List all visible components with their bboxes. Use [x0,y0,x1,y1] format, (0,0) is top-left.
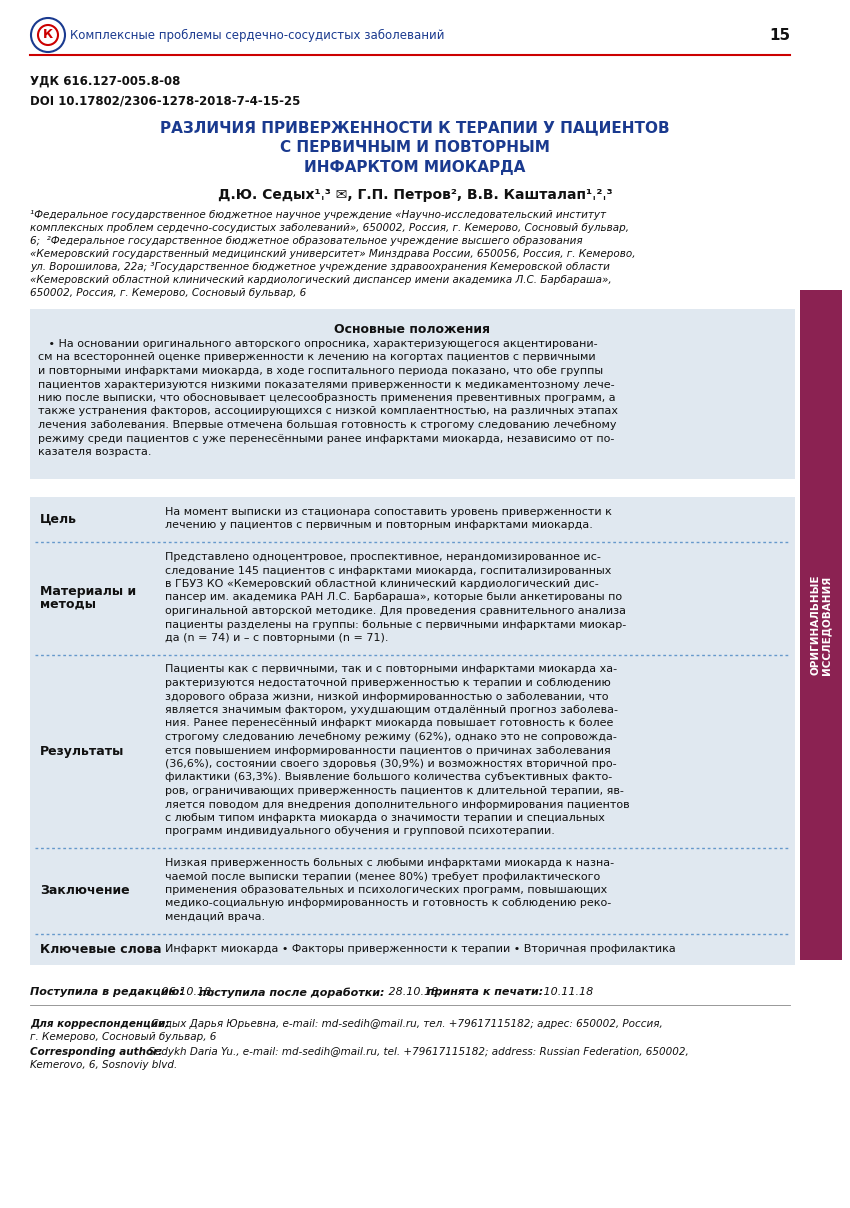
Text: С ПЕРВИЧНЫМ И ПОВТОРНЫМ: С ПЕРВИЧНЫМ И ПОВТОРНЫМ [280,140,550,155]
Text: следование 145 пациентов с инфарктами миокарда, госпитализированных: следование 145 пациентов с инфарктами ми… [165,565,611,575]
Text: Заключение: Заключение [40,884,129,898]
Text: Sedykh Daria Yu., e-mail: md-sedih@mail.ru, tel. +79617115182; address: Russian : Sedykh Daria Yu., e-mail: md-sedih@mail.… [145,1047,688,1057]
Text: РАЗЛИЧИЯ ПРИВЕРЖЕННОСТИ К ТЕРАПИИ У ПАЦИЕНТОВ: РАЗЛИЧИЯ ПРИВЕРЖЕННОСТИ К ТЕРАПИИ У ПАЦИ… [160,120,670,135]
Text: 15: 15 [769,28,790,42]
Text: да (n = 74) и – с повторными (n = 71).: да (n = 74) и – с повторными (n = 71). [165,633,388,643]
Text: К: К [43,29,53,41]
Text: «Кемеровский государственный медицинский университет» Минздрава России, 650056, : «Кемеровский государственный медицинский… [30,249,636,259]
Text: 06.10.18;: 06.10.18; [158,987,215,997]
Text: см на всесторонней оценке приверженности к лечению на когортах пациентов с перви: см на всесторонней оценке приверженности… [38,353,596,362]
Text: Пациенты как с первичными, так и с повторными инфарктами миокарда ха-: Пациенты как с первичными, так и с повто… [165,664,617,674]
Text: казателя возраста.: казателя возраста. [38,447,151,457]
Text: ния. Ранее перенесённый инфаркт миокарда повышает готовность к более: ния. Ранее перенесённый инфаркт миокарда… [165,719,614,728]
Text: ИНФАРКТОМ МИОКАРДА: ИНФАРКТОМ МИОКАРДА [304,159,525,175]
Text: ляется поводом для внедрения дополнительного информирования пациентов: ляется поводом для внедрения дополнитель… [165,800,630,809]
Bar [30,496,795,965]
Text: медико-социальную информированность и готовность к соблюдению реко-: медико-социальную информированность и го… [165,899,611,908]
Bar [800,290,842,960]
Text: является значимым фактором, ухудшающим отдалённый прогноз заболева-: является значимым фактором, ухудшающим о… [165,705,618,715]
Text: филактики (63,3%). Выявление большого количества субъективных факто-: филактики (63,3%). Выявление большого ко… [165,772,612,783]
Text: применения образовательных и психологических программ, повышающих: применения образовательных и психологиче… [165,885,607,895]
Text: Ключевые слова: Ключевые слова [40,942,162,956]
Text: Инфаркт миокарда • Факторы приверженности к терапии • Вторичная профилактика: Инфаркт миокарда • Факторы приверженност… [165,943,676,953]
Text: г. Кемерово, Сосновый бульвар, 6: г. Кемерово, Сосновый бульвар, 6 [30,1032,217,1043]
Text: (36,6%), состоянии своего здоровья (30,9%) и возможностях вторичной про-: (36,6%), состоянии своего здоровья (30,9… [165,759,616,769]
Text: пансер им. академика РАН Л.С. Барбараша», которые были анкетированы по: пансер им. академика РАН Л.С. Барбараша»… [165,592,622,603]
Text: режиму среди пациентов с уже перенесёнными ранее инфарктами миокарда, независимо: режиму среди пациентов с уже перенесённы… [38,434,615,443]
Text: 10.11.18: 10.11.18 [540,987,593,997]
Text: ОРИГИНАЛЬНЫЕ
ИССЛЕДОВАНИЯ: ОРИГИНАЛЬНЫЕ ИССЛЕДОВАНИЯ [810,575,832,675]
Text: с любым типом инфаркта миокарда о значимости терапии и специальных: с любым типом инфаркта миокарда о значим… [165,813,605,823]
Text: Для корреспонденции:: Для корреспонденции: [30,1020,169,1029]
Text: ется повышением информированности пациентов о причинах заболевания: ется повышением информированности пациен… [165,745,611,755]
Text: Седых Дарья Юрьевна, e-mail: md-sedih@mail.ru, тел. +79617115182; адрес: 650002,: Седых Дарья Юрьевна, e-mail: md-sedih@ma… [148,1020,663,1029]
Text: Низкая приверженность больных с любыми инфарктами миокарда к назна-: Низкая приверженность больных с любыми и… [165,858,614,869]
Text: • На основании оригинального авторского опросника, характеризующегося акцентиров: • На основании оригинального авторского … [38,339,598,349]
Text: комплексных проблем сердечно-сосудистых заболеваний», 650002, Россия, г. Кемеров: комплексных проблем сердечно-сосудистых … [30,223,629,233]
Text: «Кемеровский областной клинический кардиологический диспансер имени академика Л.: «Кемеровский областной клинический карди… [30,275,612,285]
Text: УДК 616.127-005.8-08: УДК 616.127-005.8-08 [30,75,180,88]
Text: поступила после доработки:: поступила после доработки: [195,987,384,998]
Text: Kemerovo, 6, Sosnoviy blvd.: Kemerovo, 6, Sosnoviy blvd. [30,1059,178,1070]
Text: Материалы и: Материалы и [40,585,136,598]
Text: ул. Ворошилова, 22а; ³Государственное бюджетное учреждение здравоохранения Кемер: ул. Ворошилова, 22а; ³Государственное бю… [30,262,609,272]
Text: Основные положения: Основные положения [335,323,490,336]
Text: пациентов характеризуются низкими показателями приверженности к медикаментозному: пациентов характеризуются низкими показа… [38,379,615,389]
Text: нию после выписки, что обосновывает целесообразность применения превентивных про: нию после выписки, что обосновывает целе… [38,393,615,403]
Text: Представлено одноцентровое, проспективное, нерандомизированное ис-: Представлено одноцентровое, проспективно… [165,552,601,562]
Text: 6;  ²Федеральное государственное бюджетное образовательное учреждение высшего об: 6; ²Федеральное государственное бюджетно… [30,236,582,246]
Text: пациенты разделены на группы: больные с первичными инфарктами миокар-: пациенты разделены на группы: больные с … [165,620,626,629]
Text: Поступила в редакцию:: Поступила в редакцию: [30,987,184,997]
Text: в ГБУЗ КО «Кемеровский областной клинический кардиологический дис-: в ГБУЗ КО «Кемеровский областной клиниче… [165,579,598,590]
Text: Д.Ю. Седых¹ˌ³ ✉, Г.П. Петров², В.В. Кашталап¹ˌ²ˌ³: Д.Ю. Седых¹ˌ³ ✉, Г.П. Петров², В.В. Кашт… [218,188,612,202]
Text: принята к печати:: принята к печати: [423,987,543,997]
Text: Результаты: Результаты [40,745,124,757]
Text: 28.10.18;: 28.10.18; [385,987,442,997]
Text: строгому следованию лечебному режиму (62%), однако это не сопровожда-: строгому следованию лечебному режиму (62… [165,732,617,742]
Text: методы: методы [40,598,96,611]
Text: Комплексные проблемы сердечно-сосудистых заболеваний: Комплексные проблемы сердечно-сосудистых… [70,29,445,41]
Text: оригинальной авторской методике. Для проведения сравнительного анализа: оригинальной авторской методике. Для про… [165,606,626,616]
Text: рактеризуются недостаточной приверженностью к терапии и соблюдению: рактеризуются недостаточной приверженнос… [165,678,611,689]
Text: программ индивидуального обучения и групповой психотерапии.: программ индивидуального обучения и груп… [165,826,555,836]
Text: лечения заболевания. Впервые отмечена большая готовность к строгому следованию л: лечения заболевания. Впервые отмечена бо… [38,420,616,430]
Text: 650002, Россия, г. Кемерово, Сосновый бульвар, 6: 650002, Россия, г. Кемерово, Сосновый бу… [30,288,306,298]
Text: ров, ограничивающих приверженность пациентов к длительной терапии, яв-: ров, ограничивающих приверженность пацие… [165,786,624,796]
Text: На момент выписки из стационара сопоставить уровень приверженности к: На момент выписки из стационара сопостав… [165,507,612,517]
Text: DOI 10.17802/2306-1278-2018-7-4-15-25: DOI 10.17802/2306-1278-2018-7-4-15-25 [30,94,300,108]
Text: Corresponding author:: Corresponding author: [30,1047,162,1057]
Text: ¹Федеральное государственное бюджетное научное учреждение «Научно-исследовательс: ¹Федеральное государственное бюджетное н… [30,210,606,220]
Text: Цель: Цель [40,513,77,525]
Text: здорового образа жизни, низкой информированностью о заболевании, что: здорового образа жизни, низкой информиро… [165,691,609,702]
Text: также устранения факторов, ассоциирующихся с низкой комплаентностью, на различны: также устранения факторов, ассоциирующих… [38,407,618,417]
Bar [30,309,795,480]
Text: чаемой после выписки терапии (менее 80%) требует профилактического: чаемой после выписки терапии (менее 80%)… [165,871,600,882]
Text: и повторными инфарктами миокарда, в ходе госпитального периода показано, что обе: и повторными инфарктами миокарда, в ходе… [38,366,603,376]
Text: мендаций врача.: мендаций врача. [165,912,265,922]
Text: лечению у пациентов с первичным и повторным инфарктами миокарда.: лечению у пациентов с первичным и повтор… [165,521,592,530]
